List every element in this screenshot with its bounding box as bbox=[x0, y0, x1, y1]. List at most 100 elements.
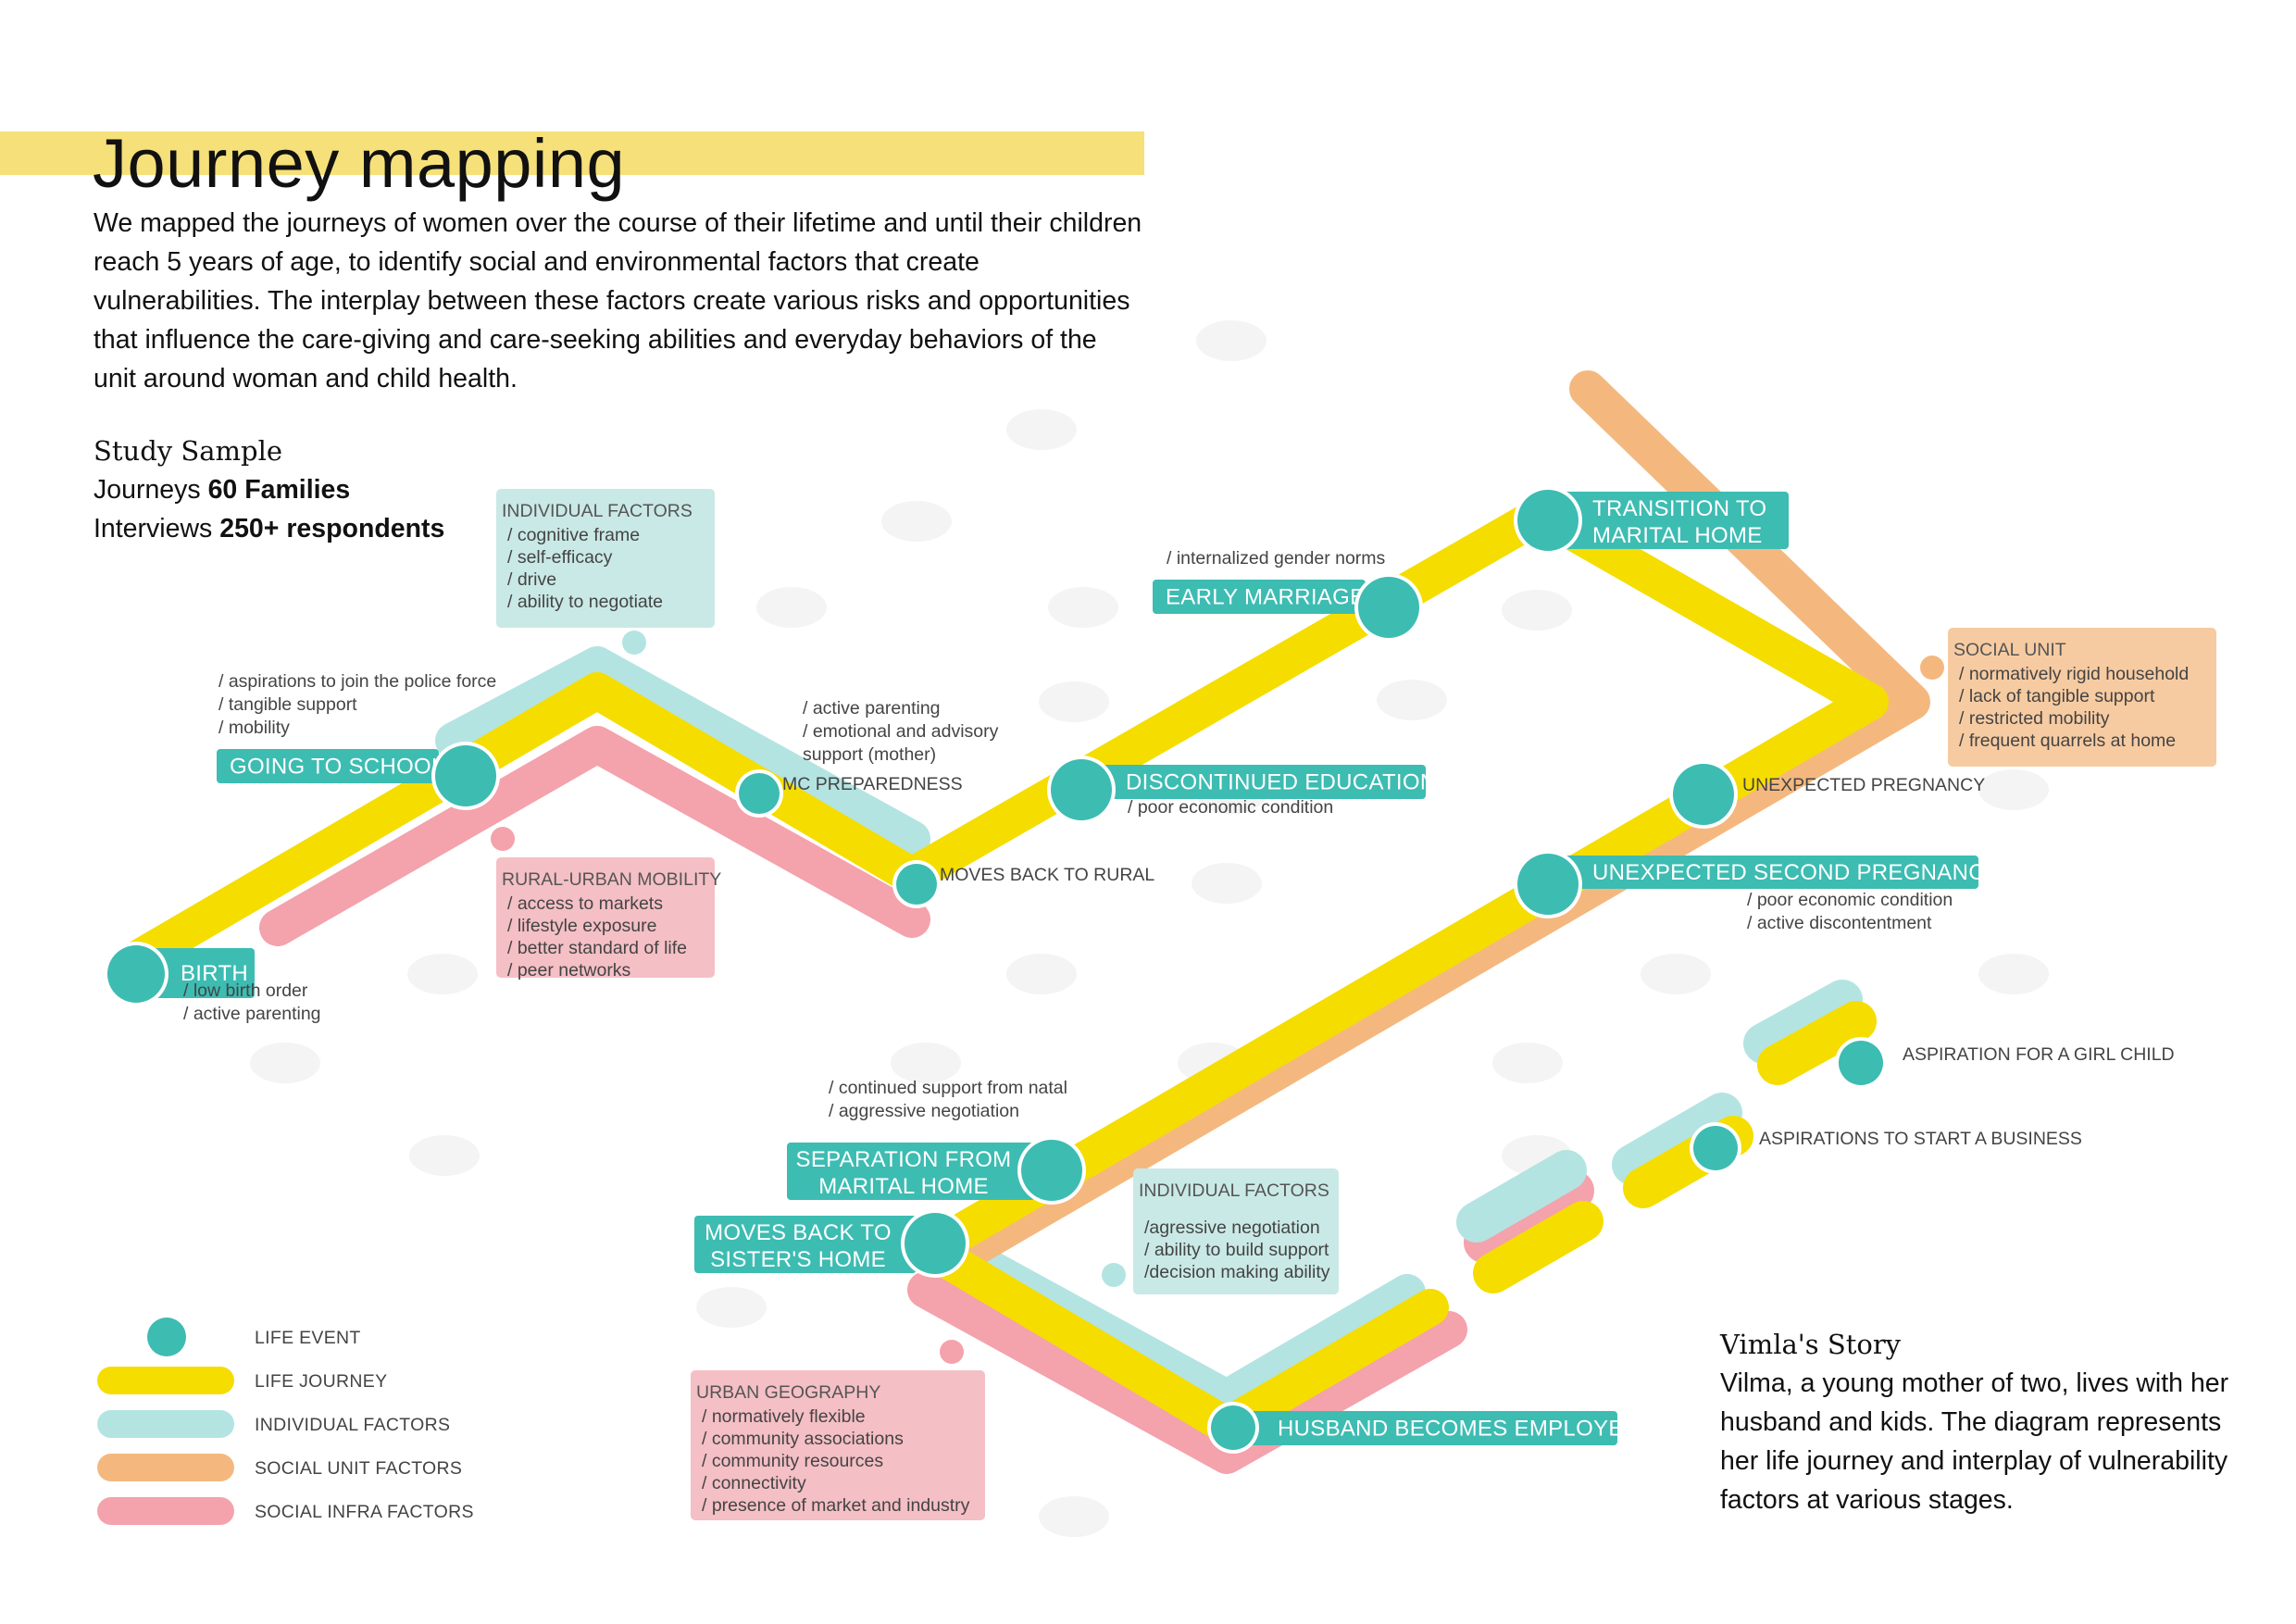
journey-fragment bbox=[1612, 1093, 1742, 1185]
moves-back-to-sisters-home-label: MOVES BACK TO bbox=[705, 1220, 892, 1245]
social-unit-box bbox=[1948, 628, 2216, 767]
background-blob bbox=[881, 501, 952, 542]
aspiration-for-a-girl-child-dot bbox=[1839, 1041, 1883, 1085]
rural-urban-mobility-marker bbox=[491, 827, 515, 851]
moves-back-to-sisters-home-label-bg bbox=[694, 1216, 917, 1273]
social-infra-band bbox=[259, 726, 930, 946]
individual-factors-2-item: /decision making ability bbox=[1144, 1262, 1330, 1282]
title-highlight bbox=[0, 131, 1144, 175]
individual-factors-1-heading: INDIVIDUAL FACTORS bbox=[502, 501, 693, 521]
discontinued-education-label: DISCONTINUED EDUCATION bbox=[1126, 770, 1437, 795]
transition-to-marital-home-label-bg bbox=[1548, 492, 1789, 549]
individual-factors-2-item: /agressive negotiation bbox=[1144, 1218, 1320, 1238]
second-pregnancy-notes-line: / active discontentment bbox=[1747, 913, 1932, 933]
rural-urban-mobility-item: / peer networks bbox=[507, 960, 631, 981]
background-blob bbox=[1196, 320, 1267, 361]
individual-factors-legend-label: INDIVIDUAL FACTORS bbox=[255, 1415, 450, 1435]
aspiration-for-a-girl-child-label: ASPIRATION FOR A GIRL CHILD bbox=[1903, 1044, 2175, 1065]
background-blob bbox=[1641, 954, 1711, 994]
life-journey-legend-label: LIFE JOURNEY bbox=[255, 1371, 387, 1392]
individual-factors-1-item: / self-efficacy bbox=[507, 547, 613, 568]
journey-fragment bbox=[1456, 1150, 1587, 1243]
journey-fragment bbox=[1473, 1201, 1603, 1293]
life-event-swatch bbox=[147, 1318, 186, 1356]
separation-notes-line: / continued support from natal bbox=[829, 1078, 1067, 1098]
early-marriage-label-bg bbox=[1153, 580, 1366, 614]
urban-geography-heading: URBAN GEOGRAPHY bbox=[696, 1382, 880, 1403]
discontinued-education-dot bbox=[1051, 759, 1112, 820]
second-pregnancy-notes-line: / poor economic condition bbox=[1747, 890, 1953, 910]
birth-dot bbox=[107, 945, 165, 1003]
story-heading: Vimla's Story bbox=[1720, 1329, 1902, 1360]
background-blob bbox=[1492, 1043, 1563, 1083]
rural-urban-mobility-heading: RURAL-URBAN MOBILITY bbox=[502, 869, 721, 890]
moves-back-to-sisters-home-dot bbox=[905, 1213, 966, 1274]
education-notes-line: / poor economic condition bbox=[1128, 797, 1333, 818]
rural-urban-mobility-item: / access to markets bbox=[507, 893, 663, 914]
school-notes-line: / aspirations to join the police force bbox=[218, 671, 496, 692]
background-blob bbox=[1192, 863, 1262, 904]
background-blob bbox=[1006, 954, 1077, 994]
page-title: Journey mapping bbox=[93, 124, 626, 202]
moves-back-to-sisters-home-label: SISTER'S HOME bbox=[710, 1247, 886, 1272]
background-blob bbox=[1039, 681, 1109, 722]
birth-notes-line: / active parenting bbox=[183, 1004, 321, 1024]
journeys-label: Journeys bbox=[94, 475, 201, 505]
social-unit-item: / frequent quarrels at home bbox=[1959, 731, 2176, 751]
urban-geography-item: / normatively flexible bbox=[702, 1406, 866, 1427]
social-unit-heading: SOCIAL UNIT bbox=[1953, 640, 2066, 660]
social-unit-item: / restricted mobility bbox=[1959, 708, 2110, 729]
discontinued-education-label-bg bbox=[1081, 765, 1426, 799]
rural-urban-mobility-item: / better standard of life bbox=[507, 938, 687, 958]
school-notes-line: / mobility bbox=[218, 718, 290, 738]
school-notes-line: / tangible support bbox=[218, 694, 357, 715]
urban-geography-marker bbox=[940, 1340, 964, 1364]
husband-becomes-employed-dot bbox=[1211, 1405, 1255, 1450]
life-journey-band bbox=[119, 495, 1889, 1444]
urban-geography-item: / presence of market and industry bbox=[702, 1495, 970, 1516]
early-marriage-dot bbox=[1358, 577, 1419, 638]
going-to-school-label: GOING TO SCHOOL bbox=[230, 755, 444, 780]
background-blob bbox=[1377, 680, 1447, 720]
moves-back-to-rural-dot bbox=[896, 864, 937, 905]
individual-factors-1-item: / ability to negotiate bbox=[507, 592, 663, 612]
going-to-school-label-bg bbox=[217, 749, 439, 783]
husband-becomes-employed-label-bg bbox=[1233, 1411, 1617, 1445]
urban-geography-item: / community associations bbox=[702, 1429, 904, 1449]
background-blob bbox=[756, 587, 827, 628]
background-blob bbox=[1978, 769, 2049, 810]
mc-notes-line: / active parenting bbox=[803, 698, 941, 718]
individual-factors-1-marker bbox=[622, 631, 646, 655]
urban-geography-box bbox=[691, 1370, 985, 1520]
moves-back-to-rural-label: MOVES BACK TO RURAL bbox=[940, 865, 1154, 885]
journeys-value: 60 Families bbox=[207, 475, 351, 505]
individual-factors-1-item: / cognitive frame bbox=[507, 525, 640, 545]
birth-label: BIRTH bbox=[181, 961, 248, 986]
social-infra-band bbox=[907, 1271, 1467, 1474]
story-block: Vimla's Story Vilma, a young mother of t… bbox=[1720, 1325, 2239, 1519]
journey-fragment bbox=[1464, 1170, 1594, 1263]
mc-notes-line: / emotional and advisory bbox=[803, 721, 999, 742]
urban-geography-item: / connectivity bbox=[702, 1473, 806, 1493]
background-blob bbox=[891, 1043, 961, 1083]
story-text: Vilma, a young mother of two, lives with… bbox=[1720, 1368, 2229, 1515]
individual-factors-1-item: / drive bbox=[507, 569, 556, 590]
event-notes: / low birth order / active parenting / asp… bbox=[183, 548, 1953, 1121]
marriage-notes-line: / internalized gender norms bbox=[1167, 548, 1386, 568]
unexpected-pregnancy-dot bbox=[1673, 764, 1734, 825]
separation-from-marital-home-dot bbox=[1021, 1140, 1082, 1201]
background-blob bbox=[1039, 1496, 1109, 1537]
separation-from-marital-home-label: MARITAL HOME bbox=[818, 1174, 989, 1199]
social-infra-factors-legend-label: SOCIAL INFRA FACTORS bbox=[255, 1502, 474, 1522]
background-blob bbox=[407, 954, 478, 994]
background-blob bbox=[1006, 409, 1077, 450]
journey-fragment bbox=[1757, 1001, 1877, 1085]
interviews-value: 250+ respondents bbox=[219, 514, 445, 543]
individual-factors-2-marker bbox=[1102, 1263, 1126, 1287]
life-event-legend-label: LIFE EVENT bbox=[255, 1328, 361, 1348]
husband-becomes-employed-label: HUSBAND BECOMES EMPLOYED bbox=[1278, 1417, 1640, 1442]
background-blob bbox=[1978, 954, 2049, 994]
transition-to-marital-home-label: TRANSITION TO bbox=[1592, 496, 1766, 521]
separation-from-marital-home-label: SEPARATION FROM bbox=[796, 1147, 1012, 1172]
individual-factors-2-heading: INDIVIDUAL FACTORS bbox=[1139, 1181, 1329, 1201]
